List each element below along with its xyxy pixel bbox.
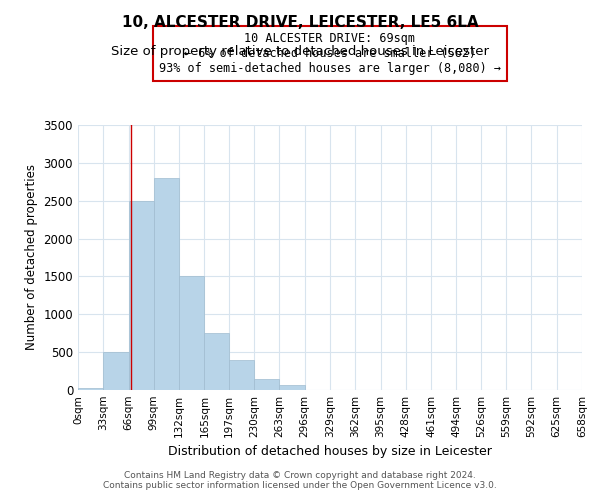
Y-axis label: Number of detached properties: Number of detached properties bbox=[25, 164, 38, 350]
Bar bbox=[229, 360, 254, 390]
Bar bbox=[179, 276, 205, 390]
X-axis label: Distribution of detached houses by size in Leicester: Distribution of detached houses by size … bbox=[168, 446, 492, 458]
Text: 10 ALCESTER DRIVE: 69sqm
← 6% of detached houses are smaller (562)
93% of semi-d: 10 ALCESTER DRIVE: 69sqm ← 6% of detache… bbox=[159, 32, 501, 75]
Bar bbox=[78, 388, 103, 390]
Bar bbox=[128, 200, 154, 390]
Bar bbox=[205, 333, 229, 390]
Text: 10, ALCESTER DRIVE, LEICESTER, LE5 6LA: 10, ALCESTER DRIVE, LEICESTER, LE5 6LA bbox=[122, 15, 478, 30]
Bar bbox=[254, 378, 280, 390]
Bar bbox=[280, 386, 305, 390]
Text: Size of property relative to detached houses in Leicester: Size of property relative to detached ho… bbox=[111, 45, 489, 58]
Bar bbox=[154, 178, 179, 390]
Bar bbox=[103, 352, 128, 390]
Text: Contains HM Land Registry data © Crown copyright and database right 2024.
Contai: Contains HM Land Registry data © Crown c… bbox=[103, 470, 497, 490]
